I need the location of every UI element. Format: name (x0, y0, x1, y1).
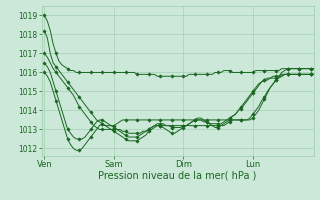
X-axis label: Pression niveau de la mer( hPa ): Pression niveau de la mer( hPa ) (99, 171, 257, 181)
